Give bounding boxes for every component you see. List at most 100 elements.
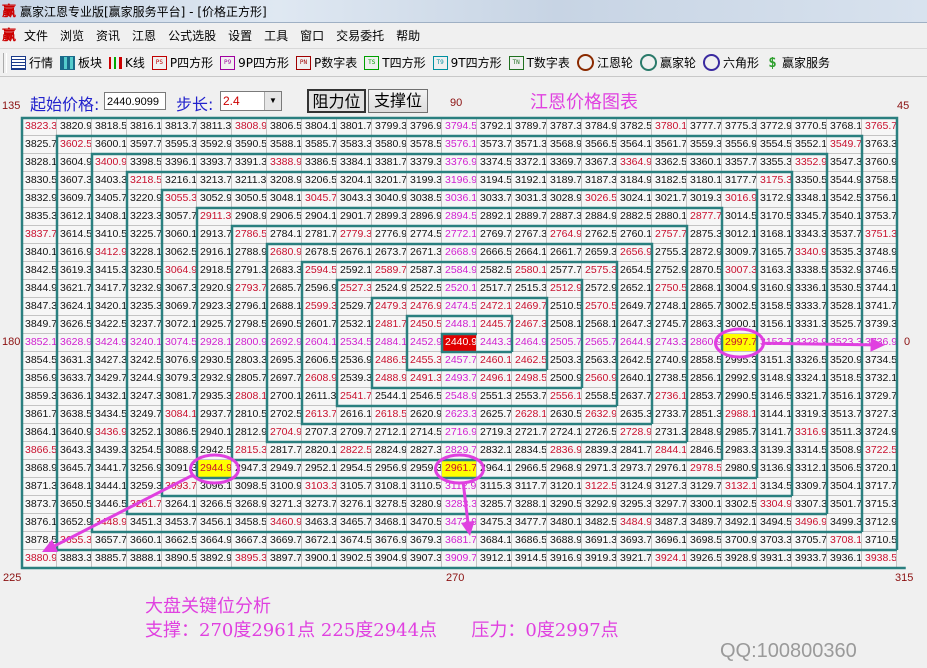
toolbar-pn-button[interactable]: PN P数字表 [296,54,357,71]
price-cell: 2541.70 [337,388,372,406]
toolbar-candlestick-button[interactable]: K线 [109,54,145,71]
price-cell: 3338.50 [792,262,827,280]
price-cell: 3789.70 [512,118,547,136]
price-cell: 3422.50 [92,316,127,334]
price-cell: 2503.30 [547,352,582,370]
toolbar-grip[interactable] [3,52,7,73]
price-cell: 2920.90 [197,280,232,298]
price-cell: 2493.70 [442,370,477,388]
price-cell: 3388.90 [267,154,302,172]
price-cell: 3516.10 [827,388,862,406]
price-cell: 3050.50 [232,190,267,208]
menu-formula[interactable]: 公式选股 [168,28,217,43]
menu-trade[interactable]: 交易委托 [336,28,385,43]
price-cell: 2611.30 [302,388,337,406]
price-cell: 3352.90 [792,154,827,172]
price-cell: 2580.10 [512,262,547,280]
price-cell: 2608.90 [302,370,337,388]
price-cell: 3552.10 [792,136,827,154]
menu-browse[interactable]: 浏览 [60,28,85,43]
price-cell: 3631.30 [57,352,92,370]
price-cell: 2522.50 [407,280,442,298]
price-cell: 2616.10 [337,406,372,424]
price-cell: 2697.70 [267,370,302,388]
price-cell: 3772.90 [757,118,792,136]
price-cell: 3852.10 [22,334,57,352]
menu-file[interactable]: 文件 [24,28,49,43]
chevron-down-icon[interactable]: ▼ [264,92,281,110]
price-cell: 2623.30 [442,406,477,424]
price-cell: 2863.30 [687,316,722,334]
price-cell: 2491.30 [407,370,442,388]
price-cell: 3614.50 [57,226,92,244]
price-cell: 3304.90 [757,496,792,514]
price-cell: 2736.10 [652,388,687,406]
price-cell: 3405.70 [92,190,127,208]
toolbar-p9-button[interactable]: P9 9P四方形 [220,54,289,71]
price-cell: 2791.30 [232,262,267,280]
price-cell: 2649.70 [617,298,652,316]
menu-settings[interactable]: 设置 [228,28,253,43]
price-cell: 3400.90 [92,154,127,172]
price-cell: 2925.70 [197,316,232,334]
toolbar-winner-wheel-button[interactable]: 赢家轮 [639,54,696,71]
price-cell: 3489.70 [687,514,722,532]
price-cell: 3216.10 [162,172,197,190]
toolbar-ps-button[interactable]: PS P四方形 [151,54,213,71]
t9-icon: T9 [432,55,448,70]
resistance-button[interactable]: 阻力位 [307,89,366,113]
price-cell: 3532.90 [827,262,862,280]
toolbar-gann-wheel-button[interactable]: 江恩轮 [576,54,633,71]
price-cell: 3100.90 [267,478,302,496]
price-cell: 2472.10 [477,298,512,316]
toolbar-hexagon-button[interactable]: 六角形 [702,54,759,71]
support-button[interactable]: 支撑位 [368,89,428,113]
price-cell: 2812.90 [232,424,267,442]
price-cell: 3180.10 [687,172,722,190]
price-cell: 3436.90 [92,424,127,442]
price-cell: 2947.30 [232,460,267,478]
price-cell: 3043.30 [337,190,372,208]
toolbar-tn-button[interactable]: TN T数字表 [508,54,570,71]
price-cell: 3062.50 [162,244,197,262]
price-cell: 3348.10 [792,190,827,208]
price-cell: 3012.10 [722,226,757,244]
price-cell: 3777.70 [687,118,722,136]
price-cell: 3645.70 [57,460,92,478]
menu-logo-icon[interactable]: 赢 [2,28,16,44]
toolbar-dollar-button[interactable]: $ 赢家服务 [766,54,830,71]
price-cell: 3444.10 [92,478,127,496]
price-cell: 3091.30 [162,460,197,478]
price-cell: 2460.10 [477,352,512,370]
price-cell: 2594.50 [302,262,337,280]
price-cell: 2656.90 [617,244,652,262]
price-cell: 2748.10 [652,298,687,316]
price-cell: 3830.50 [22,172,57,190]
step-select[interactable]: 2.4 ▼ [220,91,282,111]
menu-gann[interactable]: 江恩 [132,28,157,43]
price-cell: 2928.10 [197,334,232,352]
price-cell: 3624.10 [57,298,92,316]
price-cell: 2625.70 [477,406,512,424]
price-cell: 3650.50 [57,496,92,514]
price-cell: 2668.90 [442,244,477,262]
menu-help[interactable]: 帮助 [396,28,421,43]
price-cell: 2685.70 [267,280,302,298]
start-price-input[interactable]: 2440.9099 [104,92,166,110]
toolbar-table-button[interactable]: 行情 [11,54,53,71]
menu-news[interactable]: 资讯 [96,28,121,43]
price-cell: 2479.30 [372,298,407,316]
price-cell: 3067.30 [162,280,197,298]
price-cell: 3446.50 [92,496,127,514]
menu-tools[interactable]: 工具 [264,28,289,43]
price-cell: 3638.50 [57,406,92,424]
toolbar-ts-button[interactable]: TS T四方形 [364,54,426,71]
menu-window[interactable]: 窗口 [300,28,325,43]
price-cell: 3096.10 [197,478,232,496]
toolbar-t9-button[interactable]: T9 9T四方形 [432,54,502,71]
price-cell: 3319.30 [792,406,827,424]
price-cell: 2700.10 [267,388,302,406]
price-cell: 3640.90 [57,424,92,442]
toolbar-blocks-button[interactable]: 板块 [60,54,102,71]
price-cell: 3520.90 [827,352,862,370]
